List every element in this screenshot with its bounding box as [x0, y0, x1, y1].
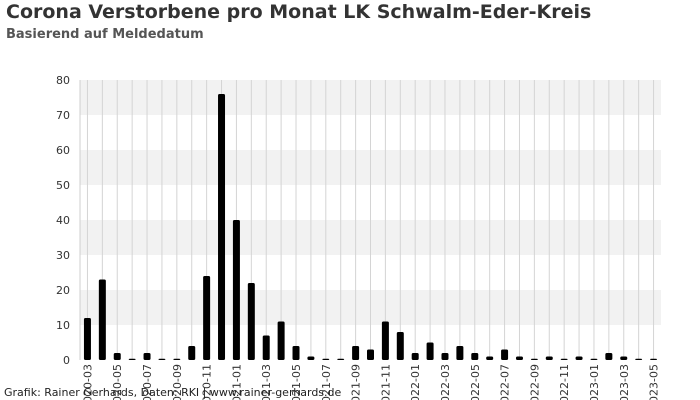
bar — [456, 346, 464, 360]
y-tick-label: 60 — [56, 144, 70, 157]
bar — [113, 353, 121, 360]
bar — [367, 349, 374, 360]
x-tick-label: 2022-03 — [439, 364, 452, 400]
bar — [98, 279, 106, 360]
bar — [635, 358, 643, 360]
bar — [143, 353, 151, 360]
bar — [292, 346, 300, 360]
bar — [173, 358, 181, 360]
x-tick-label: 2021-03 — [260, 364, 273, 400]
source-credit: Grafik: Rainer Gerhards, Daten: RKI | ww… — [4, 386, 342, 399]
x-tick-label: 2023-05 — [648, 364, 661, 400]
bar — [590, 358, 598, 360]
x-tick-label: 2020-07 — [141, 364, 154, 400]
x-tick-label: 2021-05 — [290, 364, 303, 400]
bar — [396, 332, 404, 360]
bar — [441, 353, 449, 360]
x-tick-label: 2020-03 — [81, 364, 94, 400]
x-tick-label: 2020-09 — [171, 364, 184, 400]
chart-title: Corona Verstorbene pro Monat LK Schwalm-… — [6, 1, 592, 23]
y-tick-label: 40 — [56, 214, 70, 227]
bar — [560, 358, 568, 360]
y-tick-label: 0 — [63, 354, 70, 367]
x-tick-label: 2021-07 — [320, 364, 333, 400]
bar — [128, 358, 136, 360]
y-tick-label: 10 — [56, 319, 70, 332]
x-tick-label: 2020-11 — [201, 364, 214, 400]
x-tick-label: 2022-05 — [469, 364, 482, 400]
y-tick-label: 30 — [56, 249, 70, 262]
x-tick-label: 2023-01 — [588, 364, 601, 400]
bar — [411, 353, 419, 360]
x-tick-label: 2022-09 — [528, 364, 541, 400]
x-tick-label: 2020-05 — [111, 364, 124, 400]
bar — [650, 358, 658, 360]
bar — [501, 349, 509, 360]
y-tick-label: 70 — [56, 109, 70, 122]
bar — [486, 356, 494, 360]
x-tick-label: 2022-01 — [409, 364, 422, 400]
x-axis-tick-labels: 2020-03 2020-05 2020-07 2020-09 2020-11 2021-… — [81, 364, 660, 400]
bar — [188, 346, 196, 360]
bar — [218, 94, 226, 360]
bar — [471, 353, 479, 360]
bar — [83, 318, 91, 360]
x-tick-label: 2022-07 — [499, 364, 512, 400]
bar — [203, 276, 211, 360]
bar — [381, 321, 389, 360]
bar — [247, 283, 255, 360]
x-tick-label: 2023-03 — [618, 364, 631, 400]
bar — [158, 358, 166, 360]
y-axis-tick-labels: 0 10 20 30 40 50 60 70 80 — [56, 74, 70, 367]
bar — [575, 356, 583, 360]
bar — [605, 353, 613, 360]
y-tick-label: 20 — [56, 284, 70, 297]
bar — [426, 342, 434, 360]
y-tick-label: 80 — [56, 74, 70, 87]
x-tick-label: 2022-11 — [558, 364, 571, 400]
chart-subtitle: Basierend auf Meldedatum — [6, 27, 204, 42]
bar — [530, 358, 538, 360]
bar — [277, 321, 285, 360]
y-tick-label: 50 — [56, 179, 70, 192]
bar — [620, 356, 628, 360]
x-tick-label: 2021-01 — [230, 364, 243, 400]
bar — [337, 358, 345, 360]
bar — [515, 356, 523, 360]
x-tick-label: 2021-11 — [379, 364, 392, 400]
bar — [545, 356, 553, 360]
bar — [352, 346, 360, 360]
bar — [232, 220, 240, 360]
bar — [307, 356, 315, 360]
bar — [322, 358, 330, 360]
x-tick-label: 2021-09 — [350, 364, 363, 400]
bar — [262, 335, 270, 360]
bar-series — [83, 94, 658, 360]
